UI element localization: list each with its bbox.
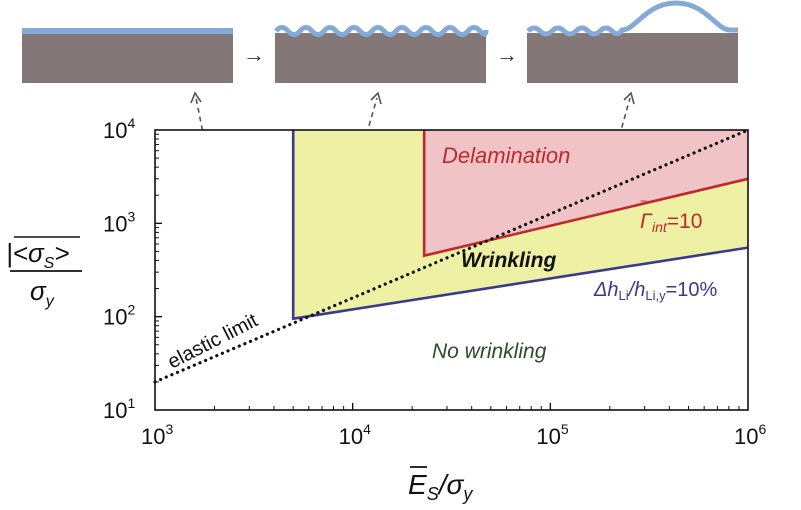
y-tick-exponent: 3 bbox=[127, 208, 135, 224]
y-tick-exponent: 2 bbox=[127, 302, 135, 318]
x-label-sub2: y bbox=[461, 484, 473, 504]
substrate-block bbox=[22, 33, 233, 83]
pointer-arrow-wrinkling bbox=[363, 91, 382, 144]
delaminated-film bbox=[526, 0, 738, 37]
x-label-main: E bbox=[408, 469, 427, 500]
film-layer bbox=[22, 28, 233, 34]
y-label-sub: S bbox=[44, 255, 55, 272]
y-tick-exponent: 1 bbox=[127, 395, 135, 411]
boundary-line-gamma bbox=[422, 130, 749, 258]
x-tick-base: 10 bbox=[734, 424, 758, 449]
wrinkled-film bbox=[274, 25, 489, 37]
delta-h-mid: /h bbox=[627, 279, 646, 301]
x-tick-base: 10 bbox=[536, 424, 560, 449]
x-axis-label: ES/σy bbox=[408, 466, 473, 504]
delta-h-sub2: Li,y bbox=[645, 288, 666, 303]
x-tick-exponent: 5 bbox=[561, 421, 569, 437]
region-pointer-arrows bbox=[190, 91, 635, 149]
region-wrinkling bbox=[293, 130, 748, 319]
y-tick-exponent: 4 bbox=[127, 115, 135, 131]
x-tick-label: 104 bbox=[339, 421, 371, 449]
y-label-close: > bbox=[54, 238, 69, 268]
boundary-lines-layer bbox=[153, 128, 750, 384]
substrate-block bbox=[527, 33, 738, 83]
x-tick-base: 10 bbox=[339, 424, 363, 449]
x-tick-label: 105 bbox=[536, 421, 568, 449]
schematic-panel-flat bbox=[22, 28, 233, 83]
delta-h-value: =10% bbox=[666, 279, 718, 301]
region-delamination bbox=[424, 130, 748, 256]
wrinkling-label: Wrinkling bbox=[461, 249, 556, 272]
y-tick-base: 10 bbox=[103, 305, 127, 330]
delamination-label: Delamination bbox=[442, 143, 570, 168]
pointer-arrow-no-wrinkling bbox=[190, 91, 207, 149]
x-tick-label: 103 bbox=[141, 421, 173, 449]
x-tick-label: 106 bbox=[734, 421, 766, 449]
y-axis-label: |<σS> σy bbox=[6, 236, 82, 310]
y-label-denominator: σ bbox=[30, 276, 47, 306]
delta-h-prefix: Δh bbox=[593, 279, 619, 301]
y-label-dsub: y bbox=[45, 293, 55, 310]
svg-text:σy: σy bbox=[30, 276, 55, 310]
gamma-symbol: Γ bbox=[640, 210, 653, 233]
delta-h-sub1: Li bbox=[619, 288, 629, 303]
schematic-panel-delaminated bbox=[526, 0, 738, 83]
regions-layer bbox=[293, 130, 748, 319]
substrate-block bbox=[275, 33, 486, 83]
gamma-sub: int bbox=[652, 219, 668, 235]
pointer-arrow-delamination bbox=[616, 91, 635, 146]
gamma-value: =10 bbox=[667, 210, 703, 233]
y-tick-base: 10 bbox=[103, 398, 127, 423]
gamma-bar: ‾ bbox=[640, 200, 647, 217]
x-tick-exponent: 4 bbox=[363, 421, 371, 437]
y-tick-label: 101 bbox=[103, 395, 135, 423]
transition-arrow: → bbox=[243, 42, 265, 67]
y-tick-base: 10 bbox=[103, 211, 127, 236]
y-tick-label: 102 bbox=[103, 302, 135, 330]
no-wrinkling-label: No wrinkling bbox=[432, 340, 547, 363]
boundary-line-delta-h bbox=[291, 130, 749, 321]
transition-arrow: → bbox=[496, 42, 518, 67]
svg-text:|<σS>: |<σS> bbox=[6, 238, 69, 272]
y-tick-base: 10 bbox=[103, 118, 127, 143]
svg-text:ES/σy: ES/σy bbox=[408, 469, 473, 504]
schematic-panel-wrinkled bbox=[274, 25, 489, 83]
y-label-numerator: |<σ bbox=[6, 238, 45, 268]
delta-h-label: ΔhLi/hLi,y=10% bbox=[593, 279, 718, 303]
y-tick-label: 104 bbox=[103, 115, 135, 143]
x-tick-exponent: 3 bbox=[165, 421, 173, 437]
schematic-strip: → → bbox=[22, 0, 738, 83]
y-tick-label: 103 bbox=[103, 208, 135, 236]
svg-text:Γint=10: Γint=10 bbox=[640, 210, 702, 235]
elastic-limit-line bbox=[153, 128, 750, 384]
x-label-tail: /σ bbox=[437, 469, 465, 500]
gamma-int-label: ‾ Γint=10 bbox=[640, 200, 702, 235]
plot-frame bbox=[154, 129, 749, 411]
x-label-sub: S bbox=[427, 484, 439, 504]
x-tick-exponent: 6 bbox=[758, 421, 766, 437]
x-tick-base: 10 bbox=[141, 424, 165, 449]
